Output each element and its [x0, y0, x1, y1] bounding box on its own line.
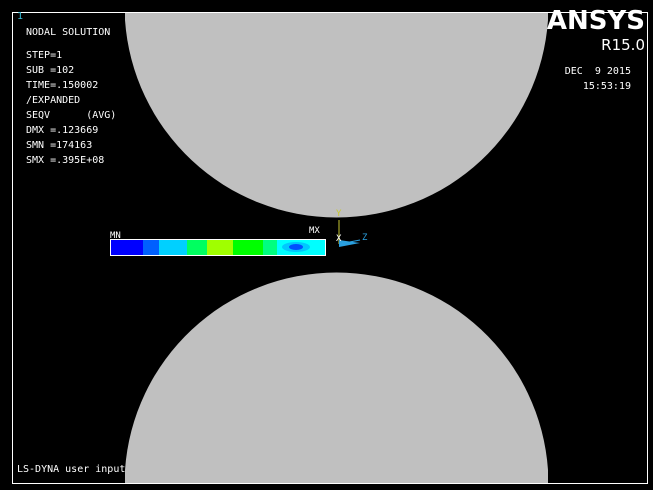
timestamp-date: DEC 9 2015	[564, 66, 631, 77]
solution-seqv: SEQV (AVG)	[26, 110, 117, 121]
solution-sub: SUB =102	[26, 65, 75, 76]
solution-time: TIME=.150002	[26, 80, 99, 91]
window-number: 1	[17, 11, 24, 22]
triad-y-label: Y	[336, 209, 342, 219]
solution-expanded: /EXPANDED	[26, 95, 81, 106]
lower-roller	[125, 272, 548, 484]
ansys-version: R15.0	[601, 36, 645, 54]
solution-dmx: DMX =.123669	[26, 125, 99, 136]
coordinate-triad	[338, 220, 361, 247]
solution-step: STEP=1	[26, 50, 63, 61]
strip-contour	[110, 239, 326, 256]
triad-z-label: Z	[362, 233, 368, 243]
upper-roller	[125, 12, 548, 218]
ansys-logo: ANSYS	[546, 6, 645, 36]
max-marker: MX	[309, 226, 320, 236]
timestamp: DEC 9 2015 15:53:19	[565, 64, 631, 94]
min-marker: MN	[110, 231, 121, 241]
timestamp-time: 15:53:19	[582, 81, 631, 92]
viewport-frame	[12, 12, 648, 484]
solution-title: NODAL SOLUTION	[26, 27, 111, 38]
status-footer: LS-DYNA user input	[17, 464, 126, 475]
solution-smn: SMN =174163	[26, 140, 93, 151]
solution-smx: SMX =.395E+08	[26, 155, 105, 166]
triad-x-label: X	[336, 234, 342, 244]
